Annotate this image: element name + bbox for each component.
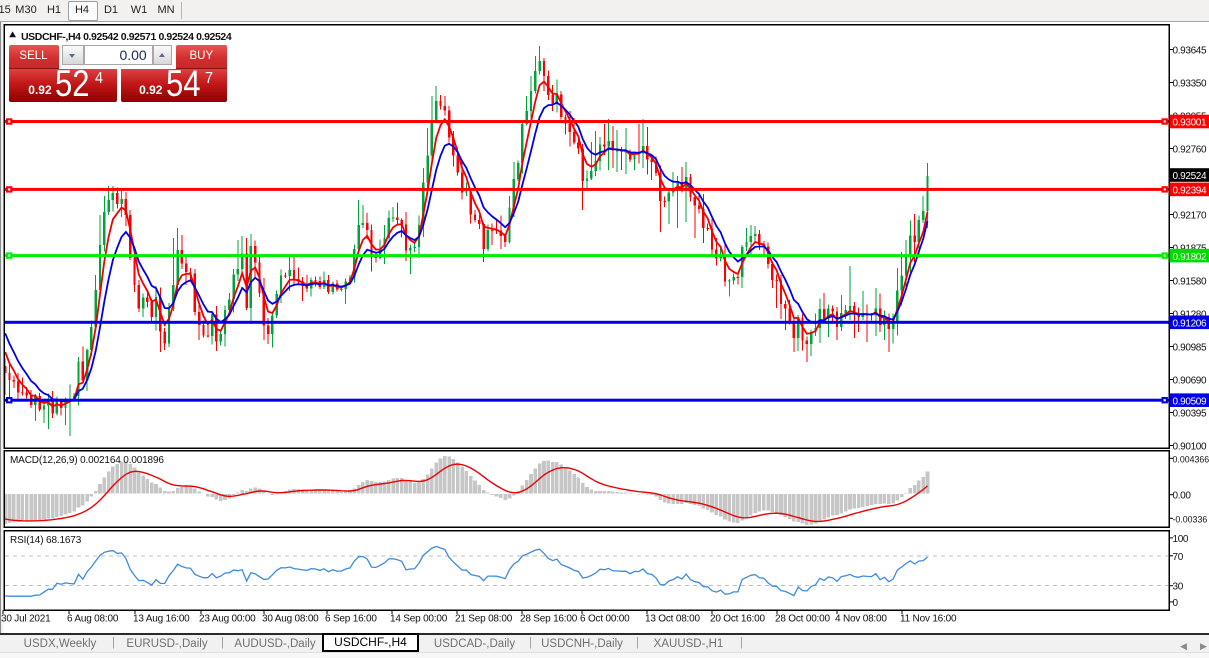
svg-text:30: 30: [1173, 582, 1184, 593]
svg-text:0.93645: 0.93645: [1173, 46, 1207, 57]
svg-text:0.90985: 0.90985: [1173, 343, 1207, 354]
svg-text:30 Aug 08:00: 30 Aug 08:00: [262, 614, 319, 625]
svg-text:0.004366: 0.004366: [1173, 454, 1209, 464]
svg-text:RSI(14) 68.1673: RSI(14) 68.1673: [10, 535, 82, 546]
svg-text:0: 0: [1173, 598, 1179, 609]
svg-text:28 Oct 00:00: 28 Oct 00:00: [775, 614, 830, 625]
svg-text:0.92394: 0.92394: [1173, 186, 1207, 197]
svg-text:0.93001: 0.93001: [1173, 118, 1207, 129]
svg-text:13 Oct 08:00: 13 Oct 08:00: [645, 614, 700, 625]
svg-text:100: 100: [1173, 534, 1189, 545]
svg-text:14 Sep 00:00: 14 Sep 00:00: [390, 614, 448, 625]
svg-text:MACD(12,26,9) 0.002164 0.00189: MACD(12,26,9) 0.002164 0.001896: [10, 455, 164, 466]
svg-text:0.90690: 0.90690: [1173, 376, 1207, 387]
svg-text:13 Aug 16:00: 13 Aug 16:00: [133, 614, 190, 625]
svg-text:6 Sep 16:00: 6 Sep 16:00: [325, 614, 377, 625]
svg-text:0.93350: 0.93350: [1173, 79, 1207, 90]
svg-text:28 Sep 16:00: 28 Sep 16:00: [520, 614, 578, 625]
svg-text:0.92170: 0.92170: [1173, 211, 1207, 222]
svg-text:0.91580: 0.91580: [1173, 277, 1207, 288]
svg-text:70: 70: [1173, 552, 1184, 563]
svg-text:0.90100: 0.90100: [1173, 442, 1207, 453]
svg-text:0.91206: 0.91206: [1173, 319, 1207, 330]
svg-text:6 Oct 00:00: 6 Oct 00:00: [580, 614, 630, 625]
svg-text:0.00: 0.00: [1173, 491, 1192, 502]
svg-text:0.92760: 0.92760: [1173, 145, 1207, 156]
svg-text:6 Aug 08:00: 6 Aug 08:00: [67, 614, 119, 625]
svg-text:0.90509: 0.90509: [1173, 396, 1207, 407]
svg-text:20 Oct 16:00: 20 Oct 16:00: [710, 614, 765, 625]
svg-text:0.91802: 0.91802: [1173, 252, 1207, 263]
svg-text:0.92524: 0.92524: [1173, 171, 1207, 182]
svg-text:4 Nov 08:00: 4 Nov 08:00: [835, 614, 887, 625]
svg-text:0.90395: 0.90395: [1173, 409, 1207, 420]
svg-text:USDCHF-,H4 0.92542 0.92571 0.: USDCHF-,H4 0.92542 0.92571 0.92524 0.925…: [21, 31, 232, 43]
svg-text:21 Sep 08:00: 21 Sep 08:00: [455, 614, 513, 625]
svg-text:11 Nov 16:00: 11 Nov 16:00: [900, 614, 957, 625]
svg-text:30 Jul 2021: 30 Jul 2021: [1, 614, 51, 625]
svg-text:23 Aug 00:00: 23 Aug 00:00: [199, 614, 256, 625]
svg-text:-0.00336: -0.00336: [1173, 514, 1208, 524]
